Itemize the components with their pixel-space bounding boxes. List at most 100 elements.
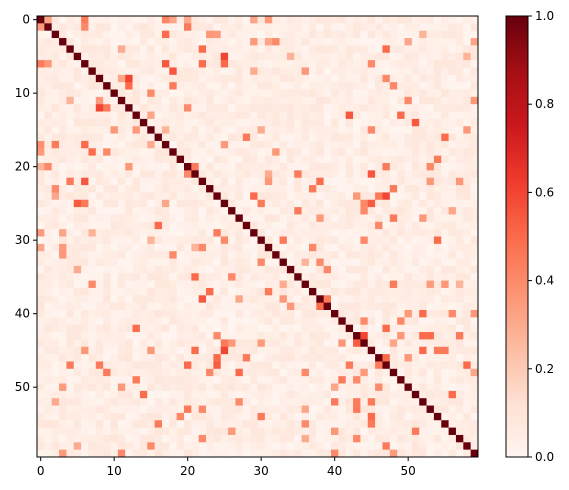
heatmap-cell: [455, 60, 464, 68]
heatmap-cell: [316, 60, 325, 68]
heatmap-cell: [213, 354, 222, 362]
heatmap-cell: [441, 258, 449, 267]
heatmap-cell: [455, 67, 464, 76]
heatmap-cell: [345, 126, 354, 134]
heatmap-cell: [59, 398, 67, 406]
heatmap-cell: [323, 243, 332, 252]
heatmap-cell: [279, 199, 288, 208]
heatmap-cell: [279, 170, 288, 179]
heatmap-cell: [426, 177, 435, 186]
heatmap-cell: [470, 412, 479, 421]
heatmap-cell: [44, 170, 53, 179]
heatmap-cell: [345, 170, 354, 179]
heatmap-cell: [139, 192, 148, 201]
heatmap-cell: [73, 45, 82, 54]
heatmap-cell: [250, 368, 258, 377]
heatmap-cell: [206, 295, 214, 304]
heatmap-cell: [264, 310, 273, 318]
heatmap-cell: [323, 383, 332, 392]
heatmap-cell: [279, 16, 288, 24]
heatmap-cell: [110, 434, 119, 443]
heatmap-cell: [125, 16, 133, 24]
heatmap-cell: [139, 287, 148, 296]
heatmap-cell: [316, 251, 325, 259]
heatmap-cell: [88, 310, 97, 318]
heatmap-cell: [59, 449, 67, 458]
heatmap-cell: [242, 16, 251, 24]
heatmap-cell: [184, 96, 192, 105]
heatmap-cell: [331, 192, 339, 201]
heatmap-cell: [308, 449, 317, 458]
heatmap-cell: [279, 258, 288, 267]
heatmap-cell: [264, 383, 273, 392]
heatmap-cell: [294, 346, 302, 355]
heatmap-cell: [353, 434, 361, 443]
heatmap-cell: [59, 214, 67, 223]
heatmap-cell: [235, 346, 244, 355]
heatmap-cell: [257, 368, 266, 377]
heatmap-cell: [147, 243, 155, 252]
heatmap-cell: [51, 140, 60, 149]
heatmap-cell: [198, 339, 207, 348]
heatmap-cell: [51, 346, 60, 355]
heatmap-cell: [353, 30, 361, 39]
heatmap-cell: [169, 420, 178, 428]
heatmap-cell: [147, 52, 155, 61]
heatmap-cell: [353, 89, 361, 98]
heatmap-cell: [375, 287, 383, 296]
heatmap-cell: [448, 361, 457, 370]
heatmap-cell: [360, 30, 369, 39]
heatmap-cell: [301, 258, 310, 267]
heatmap-cell: [88, 45, 97, 54]
heatmap-cell: [382, 354, 391, 362]
heatmap-cell: [184, 185, 192, 193]
heatmap-cell: [242, 339, 251, 348]
heatmap-cell: [110, 390, 119, 399]
heatmap-cell: [198, 155, 207, 164]
heatmap-cell: [338, 354, 347, 362]
heatmap-cell: [88, 133, 97, 142]
heatmap-cell: [455, 214, 464, 223]
heatmap-cell: [250, 170, 258, 179]
heatmap-cell: [294, 89, 302, 98]
heatmap-cell: [404, 251, 413, 259]
heatmap-cell: [235, 317, 244, 326]
heatmap-cell: [264, 427, 273, 436]
heatmap-cell: [331, 236, 339, 245]
heatmap-cell: [103, 140, 111, 149]
heatmap-cell: [301, 383, 310, 392]
heatmap-cell: [441, 60, 449, 68]
heatmap-cell: [206, 96, 214, 105]
heatmap-cell: [301, 67, 310, 76]
heatmap-cell: [345, 310, 354, 318]
heatmap-cell: [360, 354, 369, 362]
heatmap-cell: [441, 214, 449, 223]
heatmap-cell: [426, 332, 435, 340]
heatmap-cell: [103, 273, 111, 281]
heatmap-cell: [301, 118, 310, 127]
heatmap-cell: [367, 324, 376, 333]
heatmap-cell: [404, 398, 413, 406]
heatmap-cell: [176, 126, 185, 134]
heatmap-cell: [198, 148, 207, 157]
heatmap-cell: [345, 177, 354, 186]
heatmap-cell: [338, 177, 347, 186]
heatmap-cell: [441, 449, 449, 458]
heatmap-cell: [117, 52, 126, 61]
heatmap-cell: [213, 52, 222, 61]
heatmap-cell: [257, 199, 266, 208]
heatmap-cell: [455, 368, 464, 377]
heatmap-cell: [433, 324, 442, 333]
heatmap-cell: [213, 170, 222, 179]
heatmap-cell: [198, 118, 207, 127]
heatmap-cell: [235, 420, 244, 428]
heatmap-cell: [448, 280, 457, 289]
heatmap-cell: [191, 251, 200, 259]
heatmap-cell: [433, 449, 442, 458]
heatmap-cell: [419, 354, 427, 362]
heatmap-cell: [169, 155, 178, 164]
heatmap-cell: [463, 354, 472, 362]
heatmap-cell: [103, 199, 111, 208]
heatmap-cell: [470, 368, 479, 377]
heatmap-cell: [308, 74, 317, 83]
